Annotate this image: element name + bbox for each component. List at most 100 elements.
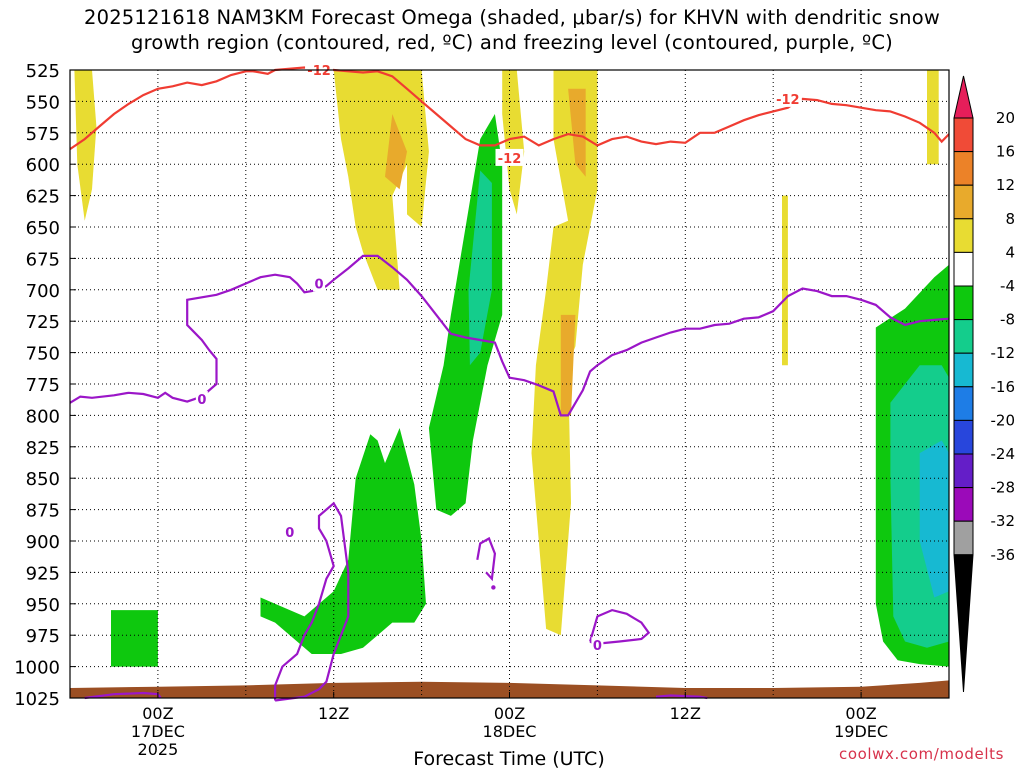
freezing-level-line xyxy=(69,254,950,417)
y-tick-label-800: 800 xyxy=(26,406,60,427)
colorbar: 20 16 12 8 4 -4 -8 -12 -16 -20 -24 -28 -32 -36 xyxy=(953,75,1016,693)
y-tick-label-925: 925 xyxy=(26,563,60,584)
freezing-contour-label-3: 0 xyxy=(593,639,602,654)
omega-region-1 xyxy=(333,70,429,290)
freezing-contour-label-0: 0 xyxy=(315,278,324,293)
y-tick-label-875: 875 xyxy=(26,501,60,522)
omega-region-15 xyxy=(111,610,158,667)
colorbar-swatch-1 xyxy=(953,151,974,186)
colorbar-label-7: -12 xyxy=(991,344,1016,362)
y-tick-label-550: 550 xyxy=(26,92,60,113)
colorbar-label-3: 8 xyxy=(1005,210,1015,228)
colorbar-swatch-10 xyxy=(953,453,974,489)
y-tick-label-625: 625 xyxy=(26,187,60,208)
omega-shading-layer xyxy=(74,70,949,667)
omega-region-5 xyxy=(568,88,586,177)
omega-region-8 xyxy=(927,70,939,165)
y-tick-label-950: 950 xyxy=(26,595,60,616)
colorbar-swatch-4 xyxy=(953,251,974,287)
x-tick-label-30-0: 00Z xyxy=(494,704,525,723)
x-tick-label-6-2: 2025 xyxy=(138,740,179,759)
y-tick-label-775: 775 xyxy=(26,375,60,396)
freezing-label-bg-0 xyxy=(313,275,326,292)
colorbar-label-0: 20 xyxy=(996,109,1015,127)
colorbar-label-4: 4 xyxy=(1005,243,1015,261)
colorbar-label-8: -16 xyxy=(991,378,1016,396)
freezing-level-loop-0 xyxy=(274,501,350,702)
y-tick-label-900: 900 xyxy=(26,532,60,553)
omega-region-0 xyxy=(74,70,97,221)
omega-region-14 xyxy=(919,440,949,598)
colorbar-label-12: -32 xyxy=(991,512,1016,530)
colorbar-label-9: -20 xyxy=(991,411,1016,429)
freezing-level-loop-2 xyxy=(589,608,651,646)
colorbar-swatch-7 xyxy=(953,352,974,388)
colorbar-label-10: -24 xyxy=(991,445,1016,463)
y-tick-label-675: 675 xyxy=(26,249,60,270)
colorbar-label-6: -8 xyxy=(1000,311,1015,329)
omega-region-3 xyxy=(502,70,525,215)
y-tick-label-975: 975 xyxy=(26,626,60,647)
site-credit: coolwx.com/modelts xyxy=(839,745,1004,763)
x-tick-label-42-0: 12Z xyxy=(670,704,701,723)
ground-surface xyxy=(70,680,949,698)
colorbar-label-1: 16 xyxy=(996,143,1015,161)
dsgz-label-bg-2 xyxy=(773,89,802,107)
dsgz-contour-label-0: -12 xyxy=(307,64,331,79)
colorbar-swatch-6 xyxy=(953,319,974,354)
colorbar-label-11: -28 xyxy=(991,479,1016,497)
x-tick-label-6-0: 00Z xyxy=(142,704,173,723)
colorbar-label-2: 12 xyxy=(996,176,1015,194)
y-tick-label-1025: 1025 xyxy=(14,689,60,710)
x-axis-title: Forecast Time (UTC) xyxy=(413,748,604,768)
y-axis: 525 550 575 600 625 650 675 700 725 750 775 800 825 8… xyxy=(14,61,76,710)
chart-title-line-1: 2025121618 NAM3KM Forecast Omega (shaded… xyxy=(83,6,940,29)
colorbar-label-13: -36 xyxy=(991,546,1016,564)
x-tick-label-6-1: 17DEC xyxy=(131,722,185,741)
chart-title-line-2: growth region (contoured, red, ºC) and f… xyxy=(131,31,893,54)
contour-labels: -12 -12 -12 0 0 0 0 xyxy=(84,61,802,702)
y-tick-label-525: 525 xyxy=(26,61,60,82)
freezing-level-loop-3 xyxy=(84,691,162,700)
y-tick-label-575: 575 xyxy=(26,124,60,145)
colorbar-label-5: -4 xyxy=(1000,277,1015,295)
omega-region-7 xyxy=(782,195,788,366)
omega-region-11 xyxy=(260,428,426,654)
dsgz-label-bg-1 xyxy=(495,148,524,166)
dsgz-isotherm-line xyxy=(69,66,950,151)
colorbar-swatch-3 xyxy=(953,218,974,253)
colorbar-top-arrow xyxy=(953,75,974,119)
dsgz-contour-label-2: -12 xyxy=(776,93,800,108)
colorbar-swatch-0 xyxy=(953,117,974,153)
x-tick-label-54-1: 19DEC xyxy=(834,722,888,741)
y-tick-label-600: 600 xyxy=(26,155,60,176)
x-tick-label-54-0: 00Z xyxy=(845,704,876,723)
dsgz-contour-label-1: -12 xyxy=(498,152,522,167)
freezing-level-loop-1 xyxy=(476,536,497,582)
omega-region-6 xyxy=(560,314,576,416)
colorbar-swatch-8 xyxy=(953,386,974,421)
freezing-label-bg-3 xyxy=(591,637,604,654)
freezing-contour-label-2: 0 xyxy=(285,526,294,541)
y-tick-label-700: 700 xyxy=(26,281,60,302)
x-tick-label-30-1: 18DEC xyxy=(483,722,537,741)
freezing-label-bg-1 xyxy=(195,391,208,408)
gridlines xyxy=(70,70,949,698)
colorbar-swatch-12 xyxy=(953,520,974,556)
colorbar-bottom-arrow xyxy=(953,554,974,693)
y-tick-label-850: 850 xyxy=(26,469,60,490)
colorbar-swatch-9 xyxy=(953,419,974,455)
y-tick-label-750: 750 xyxy=(26,344,60,365)
colorbar-swatch-11 xyxy=(953,487,974,522)
colorbar-swatch-2 xyxy=(953,184,974,220)
y-tick-label-825: 825 xyxy=(26,438,60,459)
y-tick-label-725: 725 xyxy=(26,312,60,333)
y-tick-label-1000: 1000 xyxy=(14,658,60,679)
colorbar-swatch-5 xyxy=(953,285,974,321)
omega-region-10 xyxy=(468,170,492,366)
freezing-label-bg-2 xyxy=(283,524,296,541)
y-tick-label-650: 650 xyxy=(26,218,60,239)
omega-region-9 xyxy=(428,114,503,516)
